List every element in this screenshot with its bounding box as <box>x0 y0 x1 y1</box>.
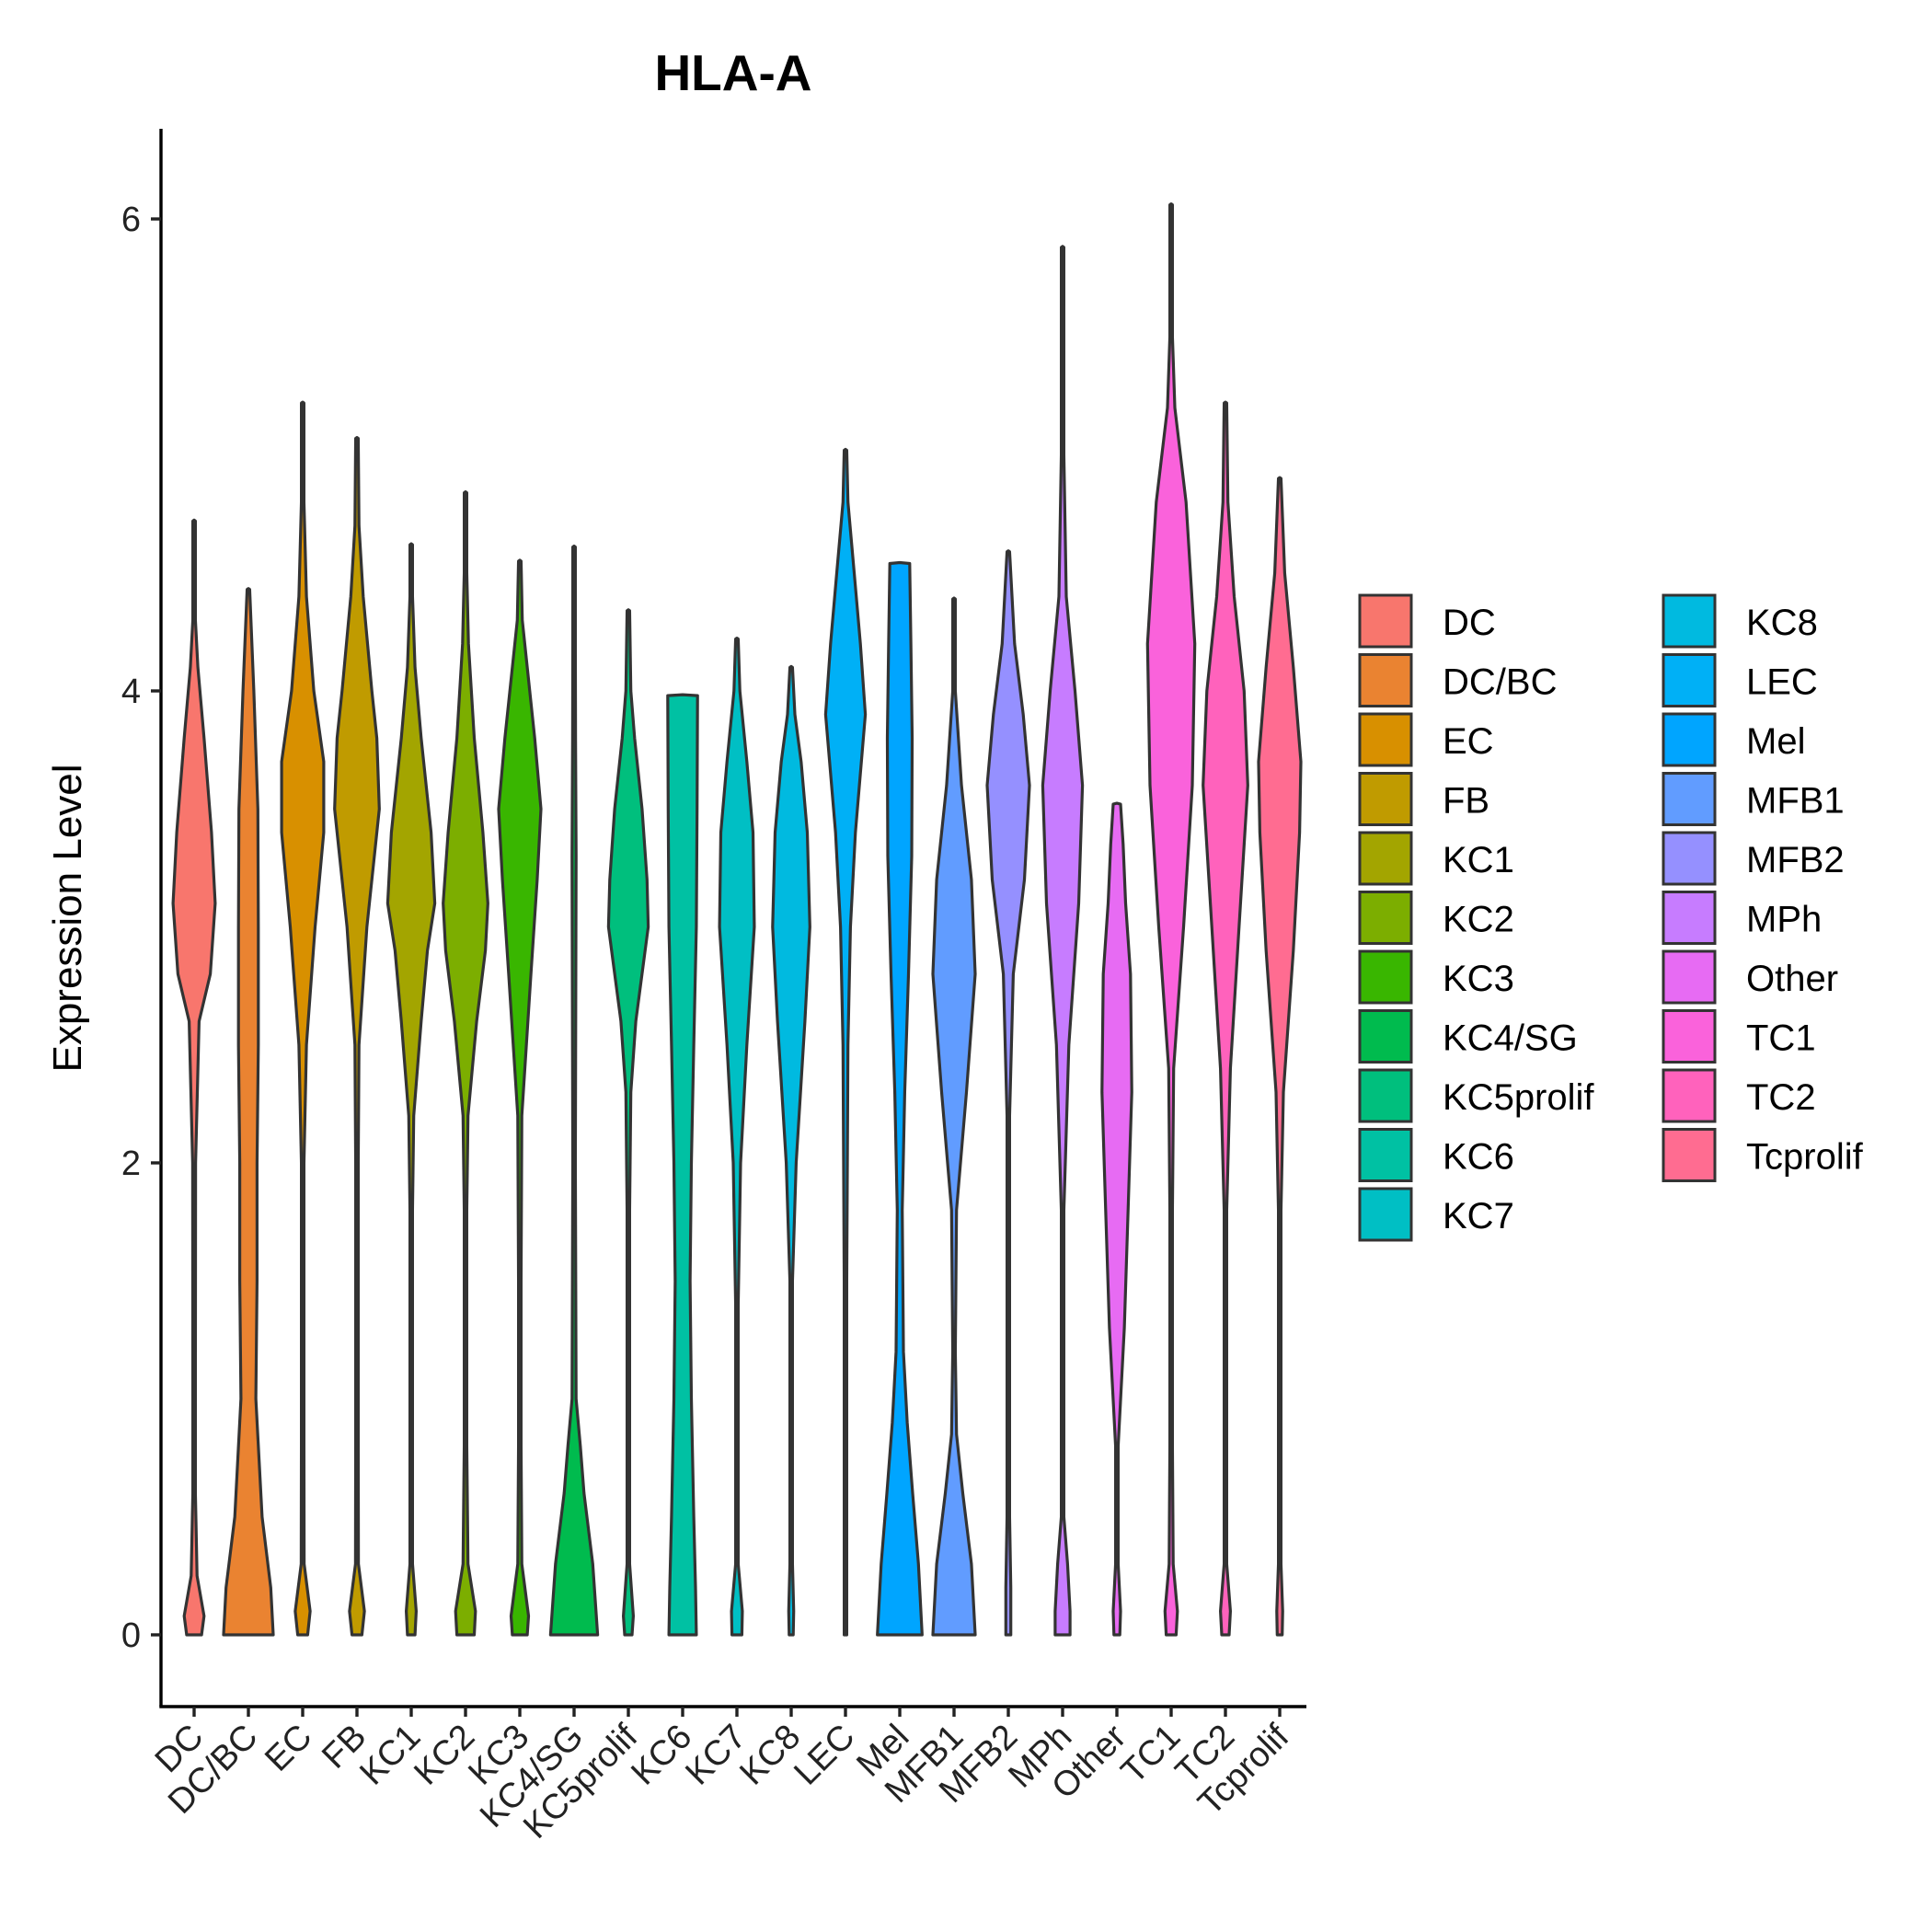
legend-key <box>1358 1187 1413 1242</box>
legend: DC DC/BC EC FB KC1 KC2 KC3 KC4/SG KC5prolif KC6 KC… <box>1358 593 1864 1242</box>
legend-key <box>1662 949 1717 1005</box>
legend-key <box>1662 891 1717 945</box>
legend-key <box>1662 1009 1717 1064</box>
y-tick-label: 2 <box>121 1144 141 1183</box>
violin-mfb1 <box>931 596 977 1637</box>
legend-label: LEC <box>1746 662 1818 703</box>
legend-label: MFB1 <box>1746 781 1845 822</box>
violin-mph <box>1041 245 1085 1637</box>
violin-ec <box>280 400 326 1637</box>
x-tick-label: EC <box>258 1718 319 1779</box>
legend-key <box>1358 712 1413 767</box>
legend-key <box>1662 1068 1717 1123</box>
violin-mel <box>876 560 924 1637</box>
violin-kc4-sg <box>548 544 600 1637</box>
legend-label: KC2 <box>1443 900 1514 940</box>
legend-label: Tcprolif <box>1746 1137 1864 1178</box>
violin-tc1 <box>1145 202 1197 1637</box>
legend-label: Other <box>1746 959 1838 999</box>
legend-key <box>1662 712 1717 767</box>
y-axis-title: Expression Level <box>45 764 90 1072</box>
violin-kc1 <box>385 542 437 1637</box>
violin-kc2 <box>442 489 489 1637</box>
legend-label: KC1 <box>1443 840 1514 880</box>
violin-dc <box>171 518 217 1637</box>
legend-key <box>1358 949 1413 1005</box>
legend-label: FB <box>1443 781 1489 822</box>
legend-key <box>1358 1068 1413 1123</box>
legend-key <box>1662 593 1717 649</box>
legend-label: TC1 <box>1746 1018 1816 1059</box>
violin-kc5prolif <box>606 608 650 1637</box>
legend-key <box>1662 1128 1717 1182</box>
chart-title: HLA-A <box>654 44 811 101</box>
legend-label: KC4/SG <box>1443 1018 1578 1059</box>
legend-label: TC2 <box>1746 1077 1816 1118</box>
violin-lec <box>823 447 868 1637</box>
legend-key <box>1358 831 1413 886</box>
legend-key <box>1662 653 1717 707</box>
y-tick-label: 4 <box>121 673 141 711</box>
legend-key <box>1358 1128 1413 1182</box>
axes <box>159 129 1306 1708</box>
x-ticks: DCDC/BCECFBKC1KC2KC3KC4/SGKC5prolifKC6KC… <box>148 1707 1297 1846</box>
violin-tc2 <box>1202 400 1249 1637</box>
legend-label: MPh <box>1746 900 1822 940</box>
violin-mfb2 <box>985 549 1031 1637</box>
legend-label: KC7 <box>1443 1196 1514 1236</box>
legend-key <box>1358 653 1413 707</box>
legend-key <box>1358 891 1413 945</box>
violin-other <box>1100 801 1133 1637</box>
legend-key <box>1662 831 1717 886</box>
legend-key <box>1358 593 1413 649</box>
legend-label: KC8 <box>1746 603 1818 643</box>
violin-dc-bc <box>222 587 275 1637</box>
legend-label: KC5prolif <box>1443 1077 1594 1118</box>
legend-label: Mel <box>1746 721 1805 762</box>
violin-fb <box>333 435 381 1637</box>
violin-kc7 <box>718 637 756 1637</box>
legend-label: DC <box>1443 603 1496 643</box>
violin-kc6 <box>666 693 699 1637</box>
violin-kc3 <box>497 558 543 1637</box>
legend-key <box>1358 772 1413 826</box>
legend-key <box>1358 1009 1413 1064</box>
legend-label: DC/BC <box>1443 662 1557 703</box>
legend-label: MFB2 <box>1746 840 1845 880</box>
violin-kc8 <box>771 664 811 1637</box>
legend-label: KC6 <box>1443 1137 1514 1178</box>
violin-group <box>171 202 1303 1637</box>
y-tick-label: 6 <box>121 201 141 239</box>
legend-label: EC <box>1443 721 1494 762</box>
legend-key <box>1662 772 1717 826</box>
violin-tcprolif <box>1257 476 1303 1637</box>
y-tick-label: 0 <box>121 1616 141 1655</box>
legend-label: KC3 <box>1443 959 1514 999</box>
y-ticks: 0 2 4 6 <box>121 201 161 1655</box>
